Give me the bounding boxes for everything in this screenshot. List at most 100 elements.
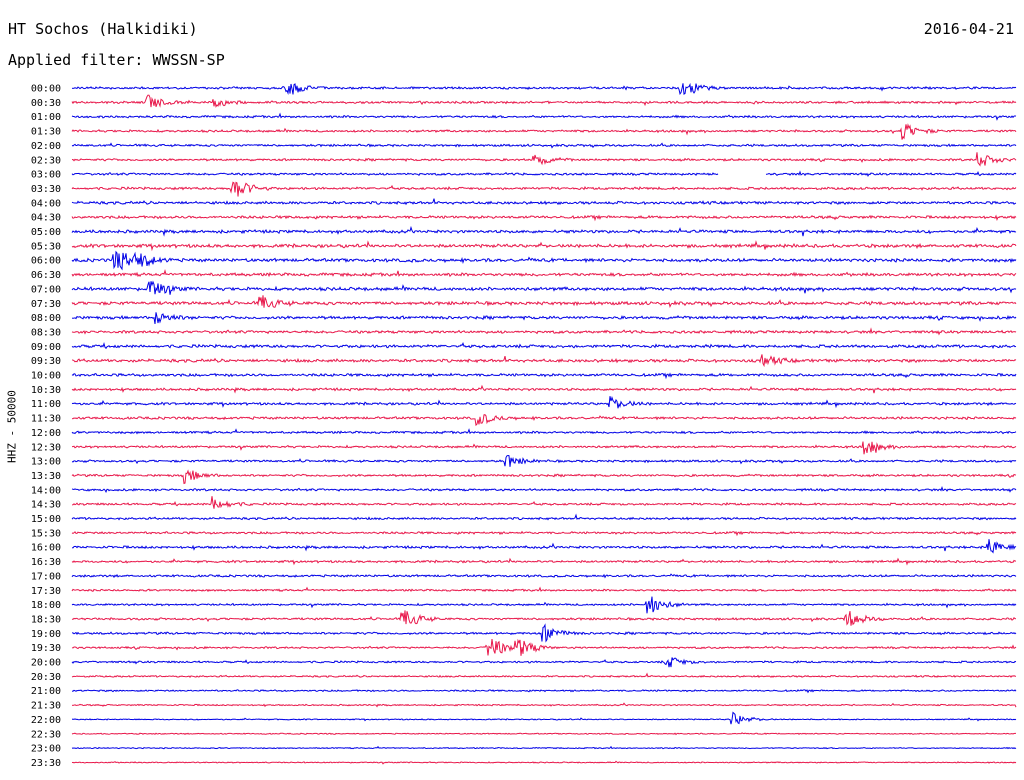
row-label-0900: 09:00: [31, 342, 61, 353]
trace-row-0730: [71, 295, 1017, 308]
row-label-0530: 05:30: [31, 241, 61, 252]
trace-row-2000: [71, 657, 1017, 668]
row-label-1800: 18:00: [31, 600, 61, 611]
trace-row-0930: [71, 354, 1017, 368]
row-label-1700: 17:00: [31, 571, 61, 582]
row-label-0400: 04:00: [31, 198, 61, 209]
row-label-1730: 17:30: [31, 586, 61, 597]
trace-row-1330: [71, 469, 1017, 485]
trace-row-0800: [71, 312, 1017, 324]
date-label: 2016-04-21: [923, 20, 1014, 38]
row-label-1200: 12:00: [31, 428, 61, 439]
row-label-0200: 02:00: [31, 141, 61, 152]
trace-row-0430: [71, 214, 1017, 222]
trace-row-0100: [71, 112, 1017, 121]
row-label-1230: 12:30: [31, 442, 61, 453]
trace-row-1230: [71, 441, 1017, 455]
row-label-0600: 06:00: [31, 256, 61, 267]
row-label-1100: 11:00: [31, 399, 61, 410]
row-label-1130: 11:30: [31, 414, 61, 425]
trace-row-0230: [71, 152, 1017, 167]
trace-row-1430: [71, 496, 1017, 509]
row-label-2300: 23:00: [31, 744, 61, 755]
trace-row-1000: [71, 372, 1017, 380]
trace-row-0130: [71, 123, 1017, 140]
row-label-2130: 21:30: [31, 701, 61, 712]
trace-row-2300: [71, 745, 1017, 750]
row-label-0630: 06:30: [31, 270, 61, 281]
trace-row-2100: [71, 689, 1017, 694]
trace-row-0400: [71, 198, 1017, 206]
trace-row-2330: [71, 760, 1017, 765]
trace-row-1930: [71, 638, 1017, 656]
trace-row-1100: [71, 395, 1017, 409]
row-label-2100: 21:00: [31, 686, 61, 697]
row-label-0500: 05:00: [31, 227, 61, 238]
trace-row-1630: [71, 557, 1017, 566]
row-label-1300: 13:00: [31, 457, 61, 468]
row-label-1400: 14:00: [31, 485, 61, 496]
trace-row-1700: [71, 573, 1017, 579]
row-label-2330: 23:30: [31, 758, 61, 769]
row-label-2230: 22:30: [31, 729, 61, 740]
trace-row-1200: [71, 428, 1017, 435]
trace-row-0530: [71, 240, 1017, 252]
trace-row-1900: [71, 623, 1017, 643]
row-label-1530: 15:30: [31, 528, 61, 539]
trace-row-0330: [71, 181, 1017, 197]
trace-row-0300: [71, 170, 1017, 178]
trace-row-2030: [71, 672, 1017, 678]
trace-row-1300: [71, 455, 1017, 467]
row-label-0430: 04:30: [31, 213, 61, 224]
row-label-1500: 15:00: [31, 514, 61, 525]
row-label-1630: 16:30: [31, 557, 61, 568]
trace-row-0900: [71, 341, 1017, 350]
trace-row-2200: [71, 711, 1017, 725]
row-label-0930: 09:30: [31, 356, 61, 367]
row-label-0330: 03:30: [31, 184, 61, 195]
row-label-1900: 19:00: [31, 629, 61, 640]
row-label-0730: 07:30: [31, 299, 61, 310]
trace-row-0200: [71, 142, 1017, 149]
trace-row-1500: [71, 513, 1017, 521]
trace-row-1730: [71, 586, 1017, 593]
trace-row-0500: [71, 225, 1017, 237]
row-label-0230: 02:30: [31, 155, 61, 166]
row-label-0700: 07:00: [31, 284, 61, 295]
trace-row-0700: [71, 280, 1017, 295]
row-label-2000: 20:00: [31, 658, 61, 669]
row-label-0100: 01:00: [31, 112, 61, 123]
trace-row-2230: [71, 732, 1017, 736]
row-label-1930: 19:30: [31, 643, 61, 654]
row-label-1330: 13:30: [31, 471, 61, 482]
row-label-1430: 14:30: [31, 500, 61, 511]
row-label-0130: 01:30: [31, 127, 61, 138]
trace-row-0030: [71, 94, 1017, 108]
row-label-0830: 08:30: [31, 327, 61, 338]
row-label-1830: 18:30: [31, 614, 61, 625]
trace-row-0630: [71, 268, 1017, 278]
trace-row-0830: [71, 327, 1017, 336]
row-label-1000: 10:00: [31, 371, 61, 382]
trace-row-1030: [71, 384, 1017, 394]
trace-row-1530: [71, 530, 1017, 537]
trace-row-2130: [71, 702, 1017, 708]
row-label-0300: 03:00: [31, 170, 61, 181]
row-label-2030: 20:30: [31, 672, 61, 683]
row-label-0000: 00:00: [31, 84, 61, 95]
trace-row-0600: [71, 250, 1017, 271]
row-label-1600: 16:00: [31, 543, 61, 554]
filter-label: Applied filter: WWSSN-SP: [8, 51, 225, 69]
row-label-2200: 22:00: [31, 715, 61, 726]
row-label-0800: 08:00: [31, 313, 61, 324]
trace-row-1800: [71, 596, 1017, 614]
trace-row-1400: [71, 486, 1017, 493]
trace-row-1600: [71, 539, 1017, 554]
trace-row-1830: [71, 610, 1017, 626]
row-label-1030: 10:30: [31, 385, 61, 396]
trace-row-0000: [71, 82, 1017, 96]
trace-row-1130: [71, 414, 1017, 427]
row-label-0030: 00:30: [31, 98, 61, 109]
station-title: HT Sochos (Halkidiki): [8, 20, 198, 38]
